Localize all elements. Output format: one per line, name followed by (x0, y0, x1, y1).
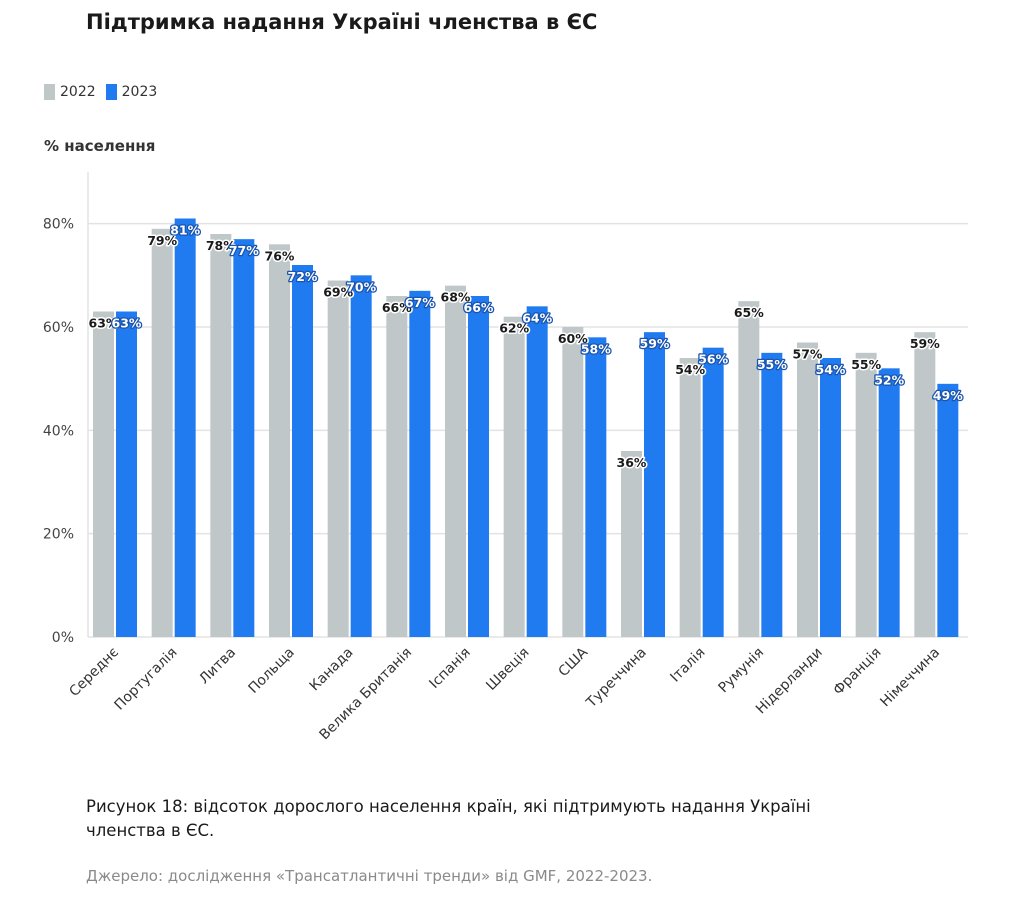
y-tick-label: 80% (43, 217, 74, 233)
bar-2022 (151, 228, 173, 638)
bar-2022 (445, 285, 466, 637)
data-label-2022: 54% (675, 362, 705, 377)
data-label-2023: 63% (112, 316, 142, 331)
chart-title: Підтримка надання Україні членства в ЄС (86, 10, 598, 34)
data-label-2023: 81% (170, 223, 200, 238)
bar-2022 (210, 234, 232, 637)
x-tick-label: Румунія (716, 645, 768, 697)
data-label-2022: 63% (89, 316, 119, 331)
x-tick-label: Швеція (483, 645, 532, 694)
bar-2023 (937, 383, 959, 637)
legend-label-2023: 2023 (121, 84, 158, 100)
bar-2023 (116, 311, 137, 637)
legend-item-2023[interactable]: 2023 (105, 84, 158, 100)
bar-2023 (526, 306, 548, 637)
y-tick-label: 40% (43, 423, 74, 439)
bar-2023 (761, 352, 783, 637)
legend-item-2022[interactable]: 2022 (44, 84, 96, 100)
bar-2022 (914, 332, 936, 637)
y-axis-title: % населення (44, 137, 156, 155)
legend-swatch-2023 (105, 84, 117, 100)
bar-2022 (621, 451, 642, 637)
bar-2023 (468, 296, 489, 637)
data-label-2022: 36% (617, 455, 647, 470)
bar-2023 (878, 368, 900, 637)
bar-2023 (409, 290, 431, 637)
bar-2023 (174, 218, 196, 637)
data-label-2022: 76% (265, 248, 295, 263)
x-tick-label: Франція (830, 645, 884, 699)
bar-2022 (562, 327, 584, 637)
legend-label-2022: 2022 (60, 84, 96, 100)
data-label-2022: 62% (499, 321, 529, 336)
data-label-2023: 49% (933, 388, 963, 403)
bar-2022 (797, 342, 818, 637)
x-tick-label: Польща (245, 645, 297, 697)
bar-2023 (702, 347, 724, 637)
data-label-2023: 64% (522, 310, 552, 325)
source-note: Джерело: дослідження «Трансатлантичні тр… (86, 867, 653, 885)
y-tick-label: 60% (43, 320, 74, 336)
bar-2022 (93, 311, 114, 637)
bar-2022 (738, 301, 760, 637)
data-label-2023: 72% (288, 269, 318, 284)
data-label-2023: 70% (346, 279, 376, 294)
bar-2022 (386, 296, 408, 637)
legend: 2022 2023 (44, 84, 167, 100)
bar-2023 (233, 239, 255, 637)
bar-2022 (327, 280, 349, 637)
data-label-2022: 60% (558, 331, 588, 346)
data-label-2022: 79% (147, 233, 177, 248)
bar-2022 (269, 244, 290, 638)
bar-chart: 0% 20% 40% 60% 80% 63%63% Середнє 79%81% Португа… (43, 172, 968, 743)
data-label-2022: 59% (910, 336, 940, 351)
bar-2023 (644, 332, 665, 637)
bar-2022 (503, 316, 525, 637)
bar-2022 (855, 352, 877, 637)
x-tick-label: Середнє (66, 645, 121, 700)
figure-caption: Рисунок 18: відсоток дорослого населення… (86, 797, 811, 840)
data-label-2022: 65% (734, 305, 764, 320)
data-label-2023: 58% (581, 341, 611, 356)
x-tick-label: Португалія (111, 645, 180, 714)
data-label-2023: 66% (464, 300, 494, 315)
x-tick-label: Канада (307, 645, 357, 695)
x-tick-label: Німеччина (877, 645, 943, 711)
x-tick-label: Італія (667, 645, 708, 686)
data-label-2023: 67% (405, 295, 435, 310)
x-tick-label: Литва (196, 645, 239, 688)
x-tick-label: США (556, 644, 592, 680)
legend-swatch-2022 (44, 84, 55, 100)
data-label-2022: 68% (441, 290, 471, 305)
x-tick-label: Іспанія (426, 645, 473, 692)
y-tick-label: 0% (52, 630, 74, 646)
y-tick-label: 20% (43, 527, 74, 543)
data-label-2023: 52% (874, 372, 904, 387)
data-label-2023: 59% (640, 336, 670, 351)
bar-2023 (820, 358, 841, 637)
data-label-2023: 55% (757, 357, 787, 372)
data-label-2022: 57% (793, 347, 823, 362)
bar-2022 (679, 358, 701, 637)
bar-2023 (292, 265, 313, 637)
data-label-2022: 69% (323, 285, 353, 300)
bar-2023 (585, 337, 607, 637)
data-label-2022: 66% (382, 300, 412, 315)
data-label-2023: 56% (698, 352, 728, 367)
data-label-2022: 55% (851, 357, 881, 372)
data-label-2023: 77% (229, 243, 259, 258)
x-tick-label: Туреччина (583, 645, 650, 712)
data-label-2023: 54% (816, 362, 846, 377)
bar-2023 (350, 275, 372, 637)
data-label-2022: 78% (206, 238, 236, 253)
